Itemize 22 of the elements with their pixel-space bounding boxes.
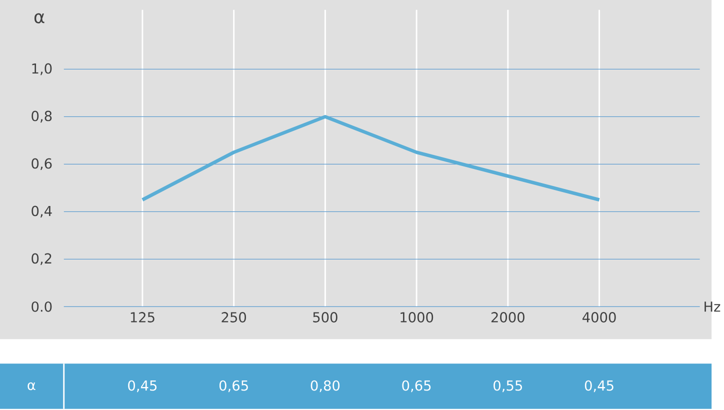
x-tick-label: 500	[313, 312, 338, 323]
data-label: 0,45	[128, 380, 157, 392]
x-tick-label: 4000	[582, 312, 616, 323]
y-tick-label: 0,2	[32, 253, 52, 266]
y-tick-label: 0,4	[32, 206, 52, 218]
y-tick-label: 0,6	[32, 158, 52, 170]
y-tick-label: 0.0	[32, 302, 52, 312]
y-tick-label: 0,8	[32, 110, 52, 123]
line-series	[140, 115, 601, 202]
data-label: 0,45	[584, 380, 614, 392]
x-tick-label: 1000	[400, 312, 434, 323]
x-tick-label: 250	[222, 312, 246, 323]
x-tick-label: 125	[130, 312, 154, 323]
y-axis-title: α	[34, 13, 44, 24]
text: α	[28, 382, 36, 390]
y-tick-label: 1,0	[32, 64, 52, 76]
x-axis-title: Hz	[704, 302, 720, 312]
data-label: 0,65	[402, 380, 431, 392]
data-label: 0,65	[219, 380, 248, 392]
data-label: 0,80	[310, 380, 340, 392]
data-label: 0,55	[494, 380, 522, 392]
x-tick-label: 2000	[491, 312, 524, 323]
